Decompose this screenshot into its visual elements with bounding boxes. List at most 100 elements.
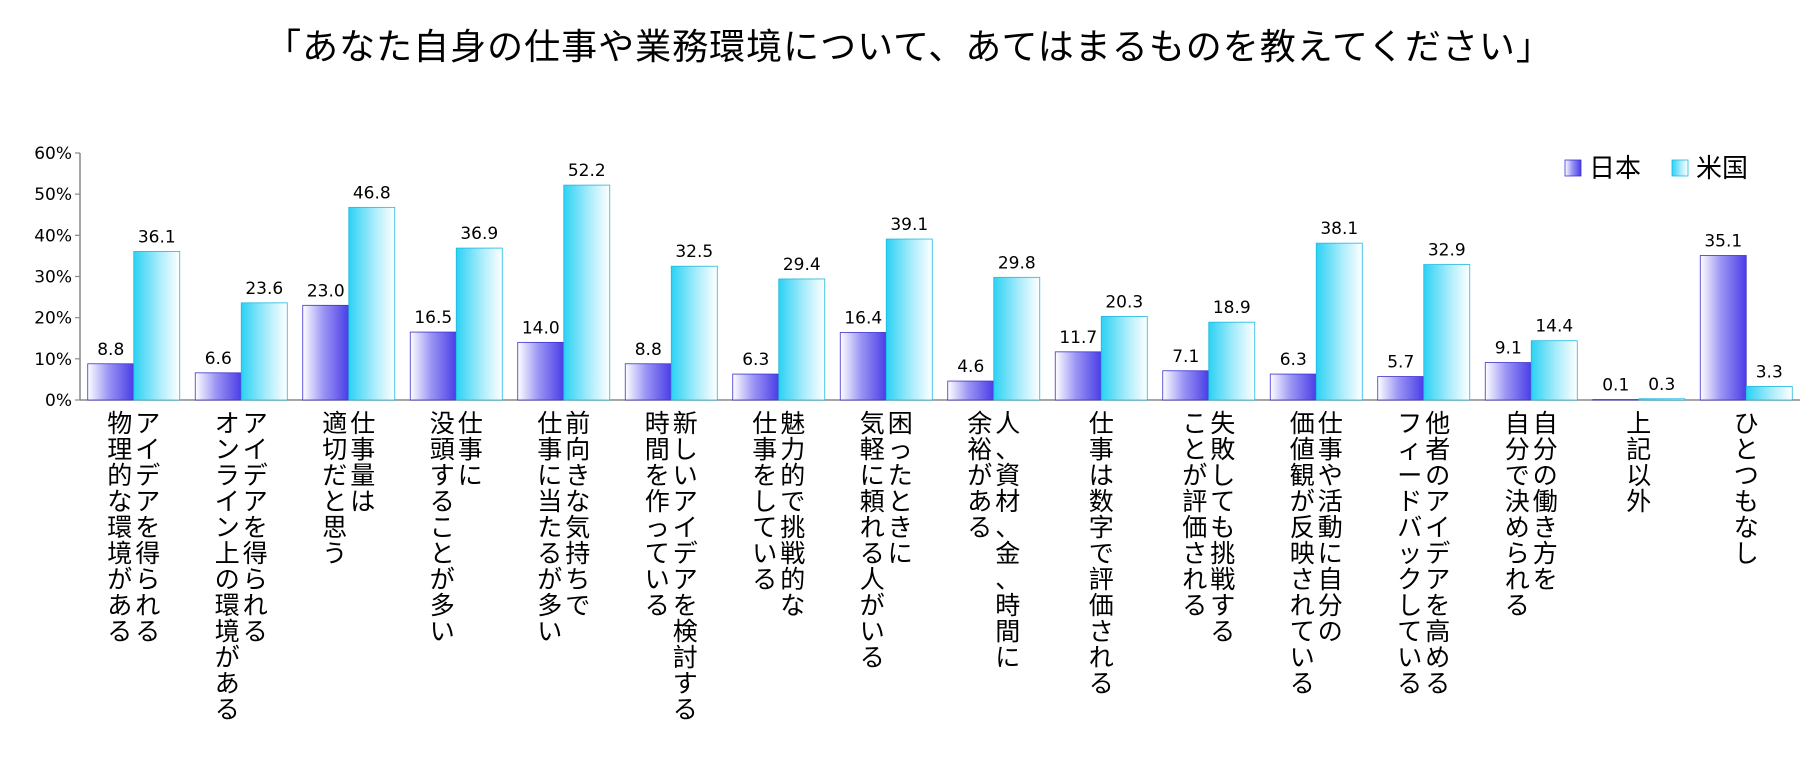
data-label: 39.1: [890, 215, 928, 235]
bar-usa: [455, 247, 503, 401]
legend-usa-swatch: [1671, 159, 1689, 177]
category-label: アイデアを得られる: [243, 409, 268, 646]
y-tick-label: 40%: [34, 226, 72, 246]
data-label: 6.3: [1280, 350, 1307, 370]
category-label: 物理的な環境がある: [107, 409, 132, 646]
category-label: 人、資材、金、時間に: [995, 409, 1020, 672]
data-label: 5.7: [1387, 353, 1414, 373]
data-label: 0.1: [1602, 376, 1629, 396]
bar-japan: [1484, 362, 1532, 401]
bar-usa: [1423, 264, 1471, 401]
bar-usa: [885, 238, 933, 401]
bar-japan: [1054, 351, 1102, 401]
category-label: 価値観が反映されている: [1290, 409, 1315, 698]
y-tick-label: 60%: [34, 144, 72, 164]
value-labels: 8.8 6.6 23.0 16.5 14.0 8.8 6.3 16.4 4.6 11.7 7.1 6.…: [97, 161, 1783, 395]
bar-usa: [348, 206, 396, 401]
bar-japan: [947, 380, 995, 401]
category-label: 前向きな気持ちで: [565, 409, 590, 620]
category-label: 上記以外: [1626, 409, 1651, 516]
bar-usa: [133, 250, 181, 401]
category-label: 仕事に: [458, 409, 483, 490]
bar-japan: [1377, 376, 1425, 401]
data-label: 38.1: [1320, 219, 1358, 239]
bar-japan: [517, 341, 565, 401]
data-label: 9.1: [1495, 339, 1522, 359]
category-label: 仕事量は: [350, 409, 375, 516]
data-label: 18.9: [1213, 298, 1251, 318]
category-label: 魅力的で挑戦的な: [780, 409, 805, 620]
legend-japan-label: 日本: [1589, 154, 1641, 184]
category-label: 自分の働き方を: [1533, 409, 1558, 594]
bar-usa: [563, 184, 611, 401]
category-label: フィードバックしている: [1397, 409, 1422, 698]
category-label: 仕事に当たるが多い: [537, 409, 562, 646]
data-label: 32.9: [1428, 241, 1466, 261]
category-label: 失敗しても挑戦する: [1210, 409, 1235, 646]
bar-japan: [839, 332, 887, 401]
legend-usa-label: 米国: [1696, 154, 1748, 184]
data-label: 7.1: [1172, 347, 1199, 367]
y-tick-label: 30%: [34, 268, 72, 288]
bar-usa: [1638, 398, 1686, 401]
data-label: 8.8: [635, 340, 662, 360]
bar-japan: [1699, 255, 1747, 401]
category-label: 仕事をしている: [752, 409, 777, 594]
bar-usa: [1530, 340, 1578, 401]
data-label: 14.0: [522, 318, 560, 338]
bar-usa: [1315, 242, 1363, 401]
data-label: 23.6: [245, 279, 283, 299]
bar-japan: [302, 304, 350, 401]
data-label: 4.6: [957, 357, 984, 377]
bar-japan: [624, 363, 672, 401]
data-label: 23.0: [307, 281, 345, 301]
data-label: 16.5: [414, 308, 452, 328]
category-label: 適切だと思う: [322, 409, 347, 568]
data-label: 6.3: [742, 350, 769, 370]
data-label: 35.1: [1704, 232, 1742, 252]
data-label: 36.9: [460, 224, 498, 244]
bar-japan: [1162, 370, 1210, 401]
data-label: 0.3: [1648, 375, 1675, 395]
category-label: オンライン上の環境がある: [215, 409, 240, 724]
category-label: ひとつもなし: [1734, 409, 1759, 568]
data-label: 32.5: [675, 242, 713, 262]
legend: 日本 米国: [1564, 154, 1748, 184]
y-tick-label: 0%: [45, 391, 72, 411]
category-label: 没頭することが多い: [430, 409, 455, 646]
data-label: 3.3: [1756, 362, 1783, 382]
bar-usa: [1208, 321, 1256, 401]
data-label: 14.4: [1535, 317, 1573, 337]
category-label: 気軽に頼れる人がいる: [860, 409, 885, 672]
category-labels: アイデアを得られる物理的な環境があるアイデアを得られるオンライン上の環境がある仕…: [107, 409, 1759, 724]
bar-usa: [778, 278, 826, 401]
chart-title: 「あなた自身の仕事や業務環境について、あてはまるものを教えてください」: [265, 27, 1553, 68]
bar-usa: [1745, 386, 1793, 401]
bar-japan: [732, 373, 780, 401]
data-label: 52.2: [568, 161, 606, 181]
bar-japan: [194, 372, 242, 401]
bar-japan: [409, 331, 457, 401]
bars: [87, 184, 1793, 401]
data-label: 36.1: [138, 227, 176, 247]
y-tick-label: 10%: [34, 350, 72, 370]
bar-japan: [1269, 373, 1317, 401]
bar-usa: [670, 265, 718, 401]
category-label: 他者のアイデアを高める: [1425, 409, 1450, 698]
data-label: 29.8: [998, 253, 1036, 273]
category-label: 仕事や活動に自分の: [1318, 409, 1343, 646]
bar-usa: [993, 276, 1041, 401]
data-label: 11.7: [1059, 328, 1097, 348]
data-label: 8.8: [97, 340, 124, 360]
y-tick-label: 20%: [34, 309, 72, 329]
bar-usa: [240, 302, 288, 401]
data-label: 16.4: [844, 308, 882, 328]
category-label: 新しいアイデアを検討する: [673, 409, 698, 724]
data-label: 46.8: [353, 183, 391, 203]
category-label: 困ったときに: [888, 409, 913, 568]
category-label: アイデアを得られる: [135, 409, 160, 646]
data-label: 29.4: [783, 255, 821, 275]
category-label: ことが評価される: [1182, 409, 1207, 620]
category-label: 仕事は数字で評価される: [1089, 409, 1114, 698]
